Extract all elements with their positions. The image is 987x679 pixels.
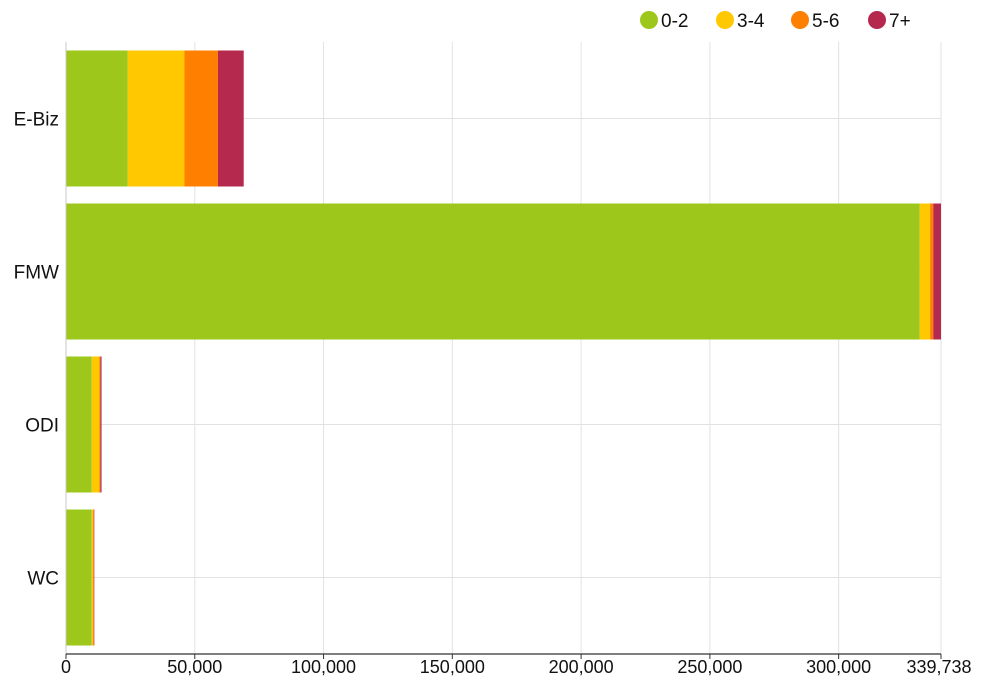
x-tick-label: 50,000 [167,657,222,677]
bar-wc-0-2 [66,509,92,646]
legend-label: 7+ [889,11,911,32]
bar-odi-5-6 [99,356,101,493]
legend-label: 3-4 [737,11,765,32]
category-label: E-Biz [14,110,59,131]
bar-fmw-3-4 [919,203,931,340]
legend-label: 5-6 [812,11,839,32]
legend-swatch [868,11,886,29]
bar-e-biz-0-2 [66,50,128,187]
x-tick-label: 300,000 [806,657,871,677]
bar-wc-5-6 [93,509,94,646]
legend-swatch [640,11,658,29]
legend-item: 3-4 [716,11,765,32]
x-tick-label: 150,000 [420,657,485,677]
x-tick-label: 0 [61,657,71,677]
legend-item: 7+ [868,11,911,32]
bar-odi-0-2 [66,356,92,493]
legend-swatch [791,11,809,29]
legend-item: 5-6 [791,11,839,32]
legend-label: 0-2 [661,11,688,32]
category-labels: E-Biz FMW ODI WC [14,110,59,590]
category-label: ODI [25,416,59,437]
x-tick-label: 250,000 [677,657,742,677]
bar-odi-3-4 [91,356,100,493]
bar-fmw-5-6 [930,203,934,340]
category-label: FMW [14,263,59,284]
legend: 0-2 3-4 5-6 7+ [640,11,911,32]
legend-item: 0-2 [640,11,688,32]
x-tick-label: 200,000 [549,657,614,677]
bar-wc-7- [93,509,95,646]
x-axis: 0 50,000 100,000 150,000 200,000 250,000 300,0… [61,42,972,677]
bar-e-biz-5-6 [184,50,218,187]
bar-fmw-0-2 [66,203,920,340]
category-label: WC [27,569,59,590]
x-tick-label: 339,738 [906,657,971,677]
bar-wc-3-4 [91,509,94,646]
bar-e-biz-3-4 [127,50,185,187]
bar-odi-7- [100,356,102,493]
x-tick-label: 100,000 [291,657,356,677]
bars [66,50,941,646]
legend-swatch [716,11,734,29]
bar-fmw-7- [933,203,941,340]
bar-e-biz-7- [217,50,244,187]
